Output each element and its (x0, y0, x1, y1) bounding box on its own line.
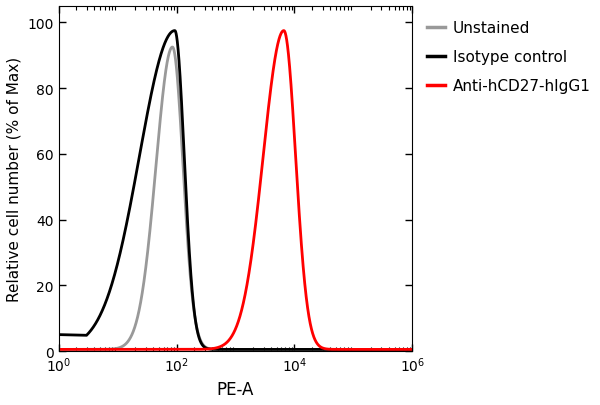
Anti-hCD27-hIgG1 (280, 29, 287, 34)
Unstained (280, 347, 287, 352)
Anti-hCD27-hIgG1 (183, 347, 190, 352)
Isotype control (73, 333, 80, 338)
Line: Anti-hCD27-hIgG1: Anti-hCD27-hIgG1 (59, 32, 412, 350)
Y-axis label: Relative cell number (% of Max): Relative cell number (% of Max) (7, 57, 22, 301)
Unstained (266, 347, 273, 352)
Isotype control (265, 347, 272, 352)
Unstained (265, 347, 272, 352)
Anti-hCD27-hIgG1 (265, 111, 272, 116)
Unstained (169, 45, 176, 50)
Unstained (317, 347, 325, 352)
Line: Unstained: Unstained (59, 48, 412, 350)
Isotype control (336, 347, 343, 352)
Isotype control (280, 347, 287, 352)
Isotype control (171, 29, 178, 34)
Anti-hCD27-hIgG1 (409, 347, 416, 352)
Isotype control (183, 205, 190, 210)
Anti-hCD27-hIgG1 (73, 347, 80, 352)
Anti-hCD27-hIgG1 (280, 29, 287, 34)
Isotype control (317, 347, 325, 352)
Anti-hCD27-hIgG1 (55, 347, 62, 352)
Isotype control (409, 347, 416, 352)
Unstained (183, 226, 190, 231)
Isotype control (55, 333, 62, 337)
X-axis label: PE-A: PE-A (217, 380, 254, 398)
Anti-hCD27-hIgG1 (317, 345, 325, 350)
Unstained (409, 347, 416, 352)
Legend: Unstained, Isotype control, Anti-hCD27-hIgG1: Unstained, Isotype control, Anti-hCD27-h… (427, 21, 591, 94)
Unstained (55, 347, 62, 352)
Unstained (73, 347, 80, 352)
Unstained (336, 347, 343, 352)
Line: Isotype control: Isotype control (59, 32, 412, 350)
Isotype control (257, 347, 265, 352)
Anti-hCD27-hIgG1 (336, 347, 343, 352)
